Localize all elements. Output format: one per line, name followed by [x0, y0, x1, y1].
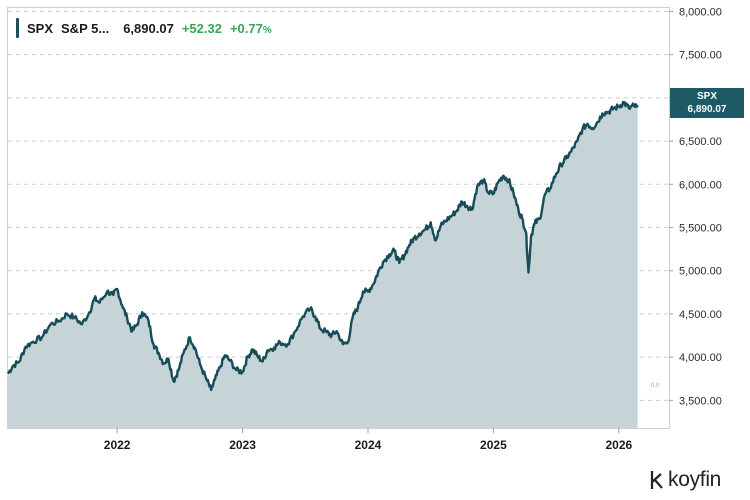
- legend-ticker: SPX: [27, 20, 54, 36]
- series-color-marker: [16, 18, 19, 38]
- x-tick-label: 2025: [480, 438, 507, 452]
- legend-change-pct: +0.77%: [229, 20, 272, 36]
- y-tick-label: 3,500.00: [679, 395, 722, 407]
- y-tick-label: 7,500.00: [679, 50, 722, 62]
- koyfin-mark-icon: [650, 471, 663, 489]
- zero-label: 0.0: [651, 383, 660, 389]
- legend-name: S&P 5...: [61, 20, 110, 36]
- price-line: [6, 100, 639, 392]
- y-axis: 3,500.00 4,000.00 4,500.00 5,000.00 5,500.00…: [669, 6, 722, 407]
- legend: SPX S&P 5... 6,890.07 +52.32 +0.77%: [16, 16, 272, 40]
- y-tick-label: 8,000.00: [679, 6, 722, 18]
- y-tick-label: 4,500.00: [679, 309, 722, 321]
- x-tick-label: 2022: [104, 438, 131, 452]
- last-price-tag: SPX 6,890.07: [670, 88, 744, 118]
- price-tag-ticker: SPX: [696, 91, 717, 102]
- brand-name: koyfin: [668, 468, 722, 491]
- y-tick-label: 4,000.00: [679, 352, 722, 364]
- legend-change: +52.32: [181, 20, 222, 36]
- x-axis: 2022 2023 2024 2025 2026: [104, 428, 632, 452]
- x-tick-label: 2026: [605, 438, 632, 452]
- price-area: [8, 102, 638, 428]
- y-tick-label: 6,000.00: [679, 179, 722, 191]
- y-tick-label: 5,000.00: [679, 266, 722, 278]
- y-tick-label: 6,500.00: [679, 136, 722, 148]
- x-tick-label: 2024: [355, 438, 382, 452]
- y-tick-label: 5,500.00: [679, 223, 722, 235]
- legend-price: 6,890.07: [123, 20, 174, 36]
- price-tag-value: 6,890.07: [687, 104, 727, 115]
- x-tick-label: 2023: [229, 438, 256, 452]
- brand-logo: koyfin: [650, 468, 721, 492]
